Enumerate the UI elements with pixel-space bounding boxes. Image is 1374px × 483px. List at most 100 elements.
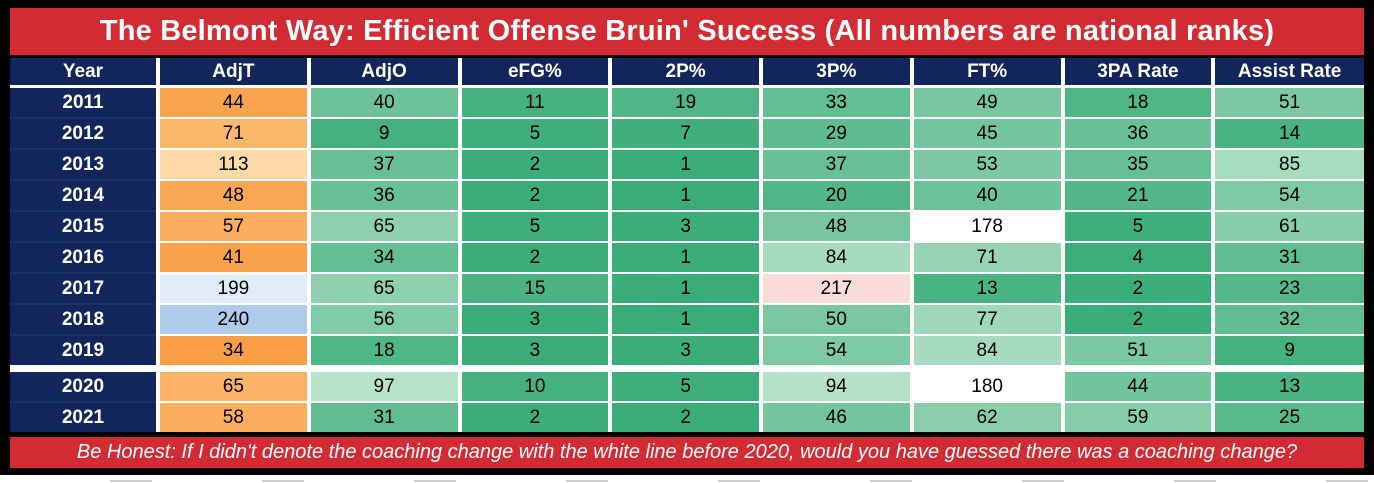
rank-cell: 77 — [911, 304, 1065, 336]
table-row: 2013 113 37 2 1 37 53 35 85 — [10, 149, 1364, 181]
rank-cell: 2 — [459, 180, 613, 212]
rank-cell: 50 — [761, 304, 914, 336]
row-year-label: 2021 — [10, 402, 160, 432]
rank-cell: 37 — [308, 149, 462, 181]
row-year-label: 2019 — [10, 335, 160, 370]
rank-cell: 31 — [308, 402, 462, 432]
rank-cell: 32 — [1213, 304, 1364, 336]
rank-cell: 44 — [158, 86, 311, 119]
footer-note: Be Honest: If I didn't denote the coachi… — [10, 437, 1364, 468]
rank-cell: 48 — [761, 211, 914, 243]
rank-cell: 34 — [158, 335, 311, 370]
rank-cell: 2 — [610, 402, 763, 432]
rank-cell: 46 — [761, 402, 914, 432]
rank-cell: 3 — [459, 304, 613, 336]
column-header-efg: eFG% — [459, 58, 613, 88]
rank-cell: 5 — [610, 365, 763, 403]
rank-cell: 3 — [459, 335, 613, 370]
rank-cell: 40 — [911, 180, 1065, 212]
rank-cell: 15 — [459, 273, 613, 305]
rank-cell: 65 — [308, 273, 462, 305]
rank-cell: 10 — [459, 365, 613, 403]
column-header-adjo: AdjO — [308, 58, 462, 88]
rank-cell: 240 — [158, 304, 311, 336]
rank-cell: 33 — [761, 86, 914, 119]
rank-cell: 40 — [308, 86, 462, 119]
rank-cell: 180 — [911, 365, 1065, 403]
row-year-label: 2011 — [10, 86, 160, 119]
rank-cell: 36 — [308, 180, 462, 212]
rank-cell: 1 — [610, 273, 763, 305]
rank-cell: 44 — [1062, 365, 1216, 403]
table-row: 2015 57 65 5 3 48 178 5 61 — [10, 211, 1364, 243]
rank-cell: 36 — [1062, 118, 1216, 150]
rank-cell: 1 — [610, 242, 763, 274]
rank-cell: 45 — [911, 118, 1065, 150]
rank-cell: 65 — [158, 365, 311, 403]
rank-cell: 13 — [1213, 365, 1364, 403]
rank-cell: 2 — [1062, 304, 1216, 336]
row-year-label: 2020 — [10, 365, 160, 403]
rank-cell: 41 — [158, 242, 311, 274]
rank-cell: 18 — [1062, 86, 1216, 119]
rank-cell: 37 — [761, 149, 914, 181]
rank-cell: 51 — [1062, 335, 1216, 370]
rank-cell: 20 — [761, 180, 914, 212]
table-row: 2021 58 31 2 2 46 62 59 25 — [10, 402, 1364, 432]
rank-cell: 97 — [308, 365, 462, 403]
rank-cell: 113 — [158, 149, 311, 181]
rank-cell: 5 — [459, 211, 613, 243]
column-header-adjt: AdjT — [158, 58, 311, 88]
column-header-assist-rate: Assist Rate — [1213, 58, 1364, 88]
row-year-label: 2014 — [10, 180, 160, 212]
row-year-label: 2017 — [10, 273, 160, 305]
rank-cell: 1 — [610, 304, 763, 336]
table-row: 2016 41 34 2 1 84 71 4 31 — [10, 242, 1364, 274]
table-row: 2018 240 56 3 1 50 77 2 32 — [10, 304, 1364, 336]
rank-cell: 2 — [1062, 273, 1216, 305]
rank-cell: 199 — [158, 273, 311, 305]
rank-cell: 58 — [158, 402, 311, 432]
rank-cell: 217 — [761, 273, 914, 305]
row-year-label: 2012 — [10, 118, 160, 150]
rank-cell: 53 — [911, 149, 1065, 181]
column-header-year: Year — [10, 58, 160, 88]
table-row: 2019 34 18 3 3 54 84 51 9 — [10, 335, 1364, 370]
rank-cell: 11 — [459, 86, 613, 119]
row-year-label: 2013 — [10, 149, 160, 181]
rank-cell: 18 — [308, 335, 462, 370]
rank-cell: 59 — [1062, 402, 1216, 432]
rank-cell: 34 — [308, 242, 462, 274]
rank-cell: 48 — [158, 180, 311, 212]
rank-cell: 62 — [911, 402, 1065, 432]
rank-cell: 71 — [158, 118, 311, 150]
rank-cell: 94 — [761, 365, 914, 403]
rank-cell: 84 — [761, 242, 914, 274]
page-title: The Belmont Way: Efficient Offense Bruin… — [10, 8, 1364, 55]
rank-cell: 9 — [1213, 335, 1364, 370]
column-header-2p: 2P% — [610, 58, 763, 88]
rank-cell: 19 — [610, 86, 763, 119]
column-header-ft: FT% — [911, 58, 1065, 88]
rank-cell: 56 — [308, 304, 462, 336]
sheet-edge-marks — [0, 475, 1374, 483]
rank-cell: 65 — [308, 211, 462, 243]
rank-cell: 2 — [459, 149, 613, 181]
rank-cell: 9 — [308, 118, 462, 150]
rank-cell: 4 — [1062, 242, 1216, 274]
column-header-3p: 3P% — [761, 58, 914, 88]
row-year-label: 2015 — [10, 211, 160, 243]
rank-cell: 5 — [459, 118, 613, 150]
table-row: 2014 48 36 2 1 20 40 21 54 — [10, 180, 1364, 212]
rank-cell: 3 — [610, 211, 763, 243]
rank-cell: 1 — [610, 149, 763, 181]
rank-cell: 178 — [911, 211, 1065, 243]
row-year-label: 2018 — [10, 304, 160, 336]
rank-cell: 49 — [911, 86, 1065, 119]
rank-cell: 85 — [1213, 149, 1364, 181]
rank-cell: 29 — [761, 118, 914, 150]
table-row: 2017 199 65 15 1 217 13 2 23 — [10, 273, 1364, 305]
rank-cell: 54 — [761, 335, 914, 370]
rank-cell: 5 — [1062, 211, 1216, 243]
